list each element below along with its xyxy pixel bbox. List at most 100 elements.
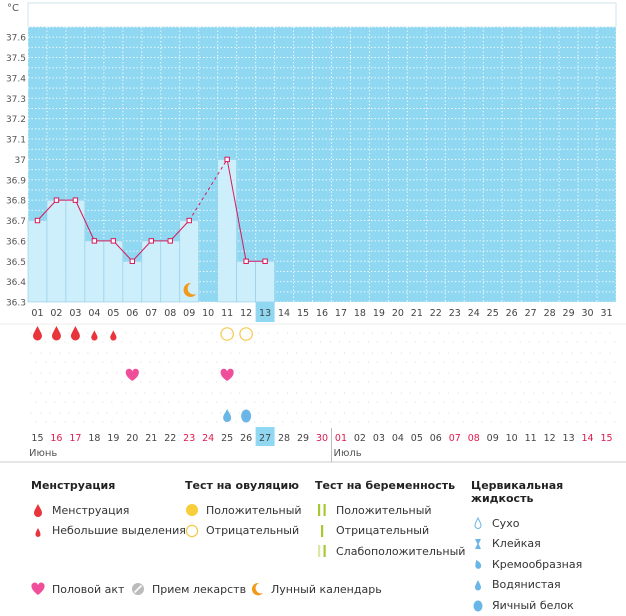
marker-grid-dot xyxy=(254,421,256,423)
marker-grid-dot xyxy=(116,332,118,334)
marker-grid-dot xyxy=(381,352,384,354)
marker-grid-dot xyxy=(206,401,208,403)
marker-grid-dot xyxy=(263,401,265,403)
marker-grid-dot xyxy=(561,412,563,414)
month-label: Июнь xyxy=(29,448,57,459)
marker-grid-dot xyxy=(447,372,449,374)
marker-grid-dot xyxy=(144,392,146,394)
marker-grid-dot xyxy=(314,332,317,334)
marker-grid-dot xyxy=(286,372,289,374)
marker-grid-dot xyxy=(528,421,530,423)
marker-grid-dot xyxy=(83,361,85,363)
marker-grid-dot xyxy=(201,412,203,414)
outline-circle-icon xyxy=(185,524,199,537)
legend-menstruation: Менструация Менструация Небольшие выделе… xyxy=(31,479,186,541)
marker-grid-dot xyxy=(390,372,392,374)
marker-grid-dot xyxy=(561,332,563,334)
marker-grid-dot xyxy=(395,341,397,343)
temperature-bar xyxy=(179,220,200,303)
calendar-date-label: 22 xyxy=(164,433,176,444)
marker-grid-dot xyxy=(291,381,294,383)
chart-top-area xyxy=(27,2,617,28)
cycle-day-label: 30 xyxy=(582,308,594,319)
marker-grid-dot xyxy=(235,381,237,383)
marker-grid-dot xyxy=(343,332,346,334)
marker-grid-dot xyxy=(604,401,606,403)
marker-grid-dot xyxy=(585,421,587,423)
marker-grid-dot xyxy=(254,401,256,403)
small-blood-drop-icon xyxy=(35,527,41,537)
marker-grid-dot xyxy=(300,401,303,403)
marker-grid-dot xyxy=(225,341,227,343)
marker-grid-dot xyxy=(40,392,42,394)
marker-grid-dot xyxy=(362,412,365,414)
marker-grid-dot xyxy=(281,341,284,343)
marker-grid-dot xyxy=(258,412,260,414)
marker-grid-dot xyxy=(443,381,445,383)
marker-grid-dot xyxy=(471,361,473,363)
marker-grid-dot xyxy=(504,352,506,354)
marker-grid-dot xyxy=(457,392,459,394)
marker-grid-dot xyxy=(452,361,454,363)
marker-grid-dot xyxy=(381,372,384,374)
marker-grid-dot xyxy=(386,421,389,423)
calendar-date-label: 21 xyxy=(145,433,157,444)
marker-grid-dot xyxy=(557,361,559,363)
marker-grid-dot xyxy=(276,332,279,334)
marker-grid-dot xyxy=(390,352,392,354)
marker-grid-dot xyxy=(585,381,587,383)
marker-grid-dot xyxy=(419,372,421,374)
marker-grid-dot xyxy=(263,341,265,343)
temperature-point xyxy=(72,197,79,203)
marker-grid-dot xyxy=(173,392,175,394)
temperature-line-segment xyxy=(112,240,133,262)
marker-grid-dot xyxy=(433,341,435,343)
marker-grid-dot xyxy=(314,352,317,354)
marker-grid-dot xyxy=(519,421,521,423)
marker-grid-dot xyxy=(235,401,237,403)
calendar-date-label: 27 xyxy=(259,433,271,444)
marker-grid-dot xyxy=(173,372,175,374)
calendar-date-label: 07 xyxy=(449,433,461,444)
marker-grid-dot xyxy=(135,412,137,414)
marker-grid-dot xyxy=(466,412,468,414)
temperature-point xyxy=(91,238,98,244)
marker-grid-dot xyxy=(595,361,597,363)
marker-grid-dot xyxy=(239,392,241,394)
marker-grid-dot xyxy=(538,361,540,363)
marker-grid-dot xyxy=(523,332,525,334)
marker-grid-dot xyxy=(54,421,56,423)
marker-grid-dot xyxy=(239,372,241,374)
marker-grid-dot xyxy=(216,361,218,363)
marker-grid-dot xyxy=(614,341,616,343)
marker-grid-dot xyxy=(78,372,80,374)
temperature-point xyxy=(186,217,192,224)
cycle-day-label: 09 xyxy=(183,308,195,319)
temperature-bar xyxy=(103,240,124,303)
marker-grid-dot xyxy=(230,392,232,394)
marker-grid-dot xyxy=(386,401,389,403)
marker-grid-dot xyxy=(409,352,411,354)
y-tick-label: 37.3 xyxy=(6,95,26,105)
marker-grid-dot xyxy=(305,332,308,334)
calendar-date-label: 28 xyxy=(278,433,290,444)
marker-grid-dot xyxy=(130,401,132,403)
cycle-day-label: 13 xyxy=(259,308,271,319)
legend-cervical-sticky-label: Клейкая xyxy=(492,537,541,551)
marker-grid-dot xyxy=(35,381,37,383)
marker-grid-dot xyxy=(395,381,397,383)
legend-cervical-eggwhite: Яичный белок xyxy=(471,595,626,616)
temperature-band xyxy=(28,27,616,302)
marker-grid-dot xyxy=(557,421,559,423)
marker-grid-dot xyxy=(381,392,384,394)
temperature-line-segment xyxy=(226,159,247,262)
marker-grid-dot xyxy=(216,381,218,383)
marker-grid-dot xyxy=(239,412,241,414)
marker-grid-dot xyxy=(159,421,161,423)
marker-grid-dot xyxy=(466,352,468,354)
marker-grid-dot xyxy=(106,392,108,394)
marker-grid-dot xyxy=(235,341,237,343)
marker-grid-dot xyxy=(68,352,70,354)
marker-grid-dot xyxy=(111,361,113,363)
marker-grid-dot xyxy=(116,412,118,414)
